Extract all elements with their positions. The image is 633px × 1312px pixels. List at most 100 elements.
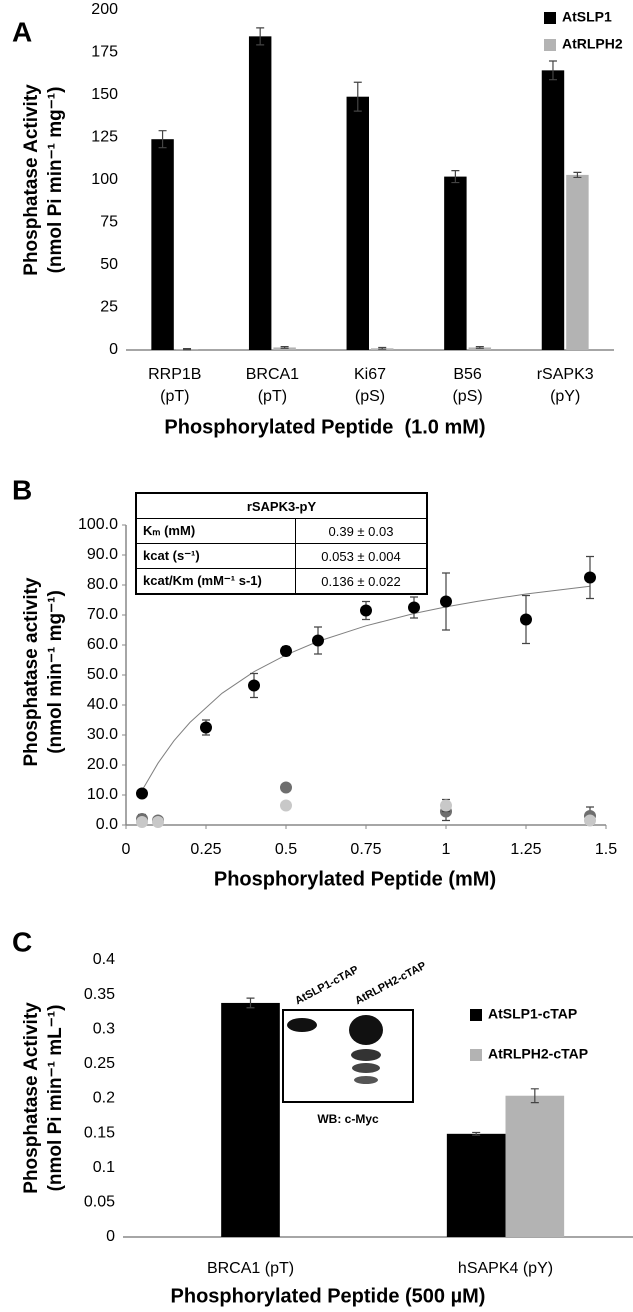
legend-label: AtRLPH2-cTAP	[488, 1046, 588, 1062]
table-cell: 0.136 ± 0.022	[295, 568, 428, 595]
y-tick-label: 0.05	[84, 1194, 115, 1211]
y-tick-label: 150	[91, 86, 118, 103]
error-bar	[256, 27, 265, 46]
table-cell: 0.39 ± 0.03	[295, 518, 428, 544]
x-tick-label: 0.5	[275, 841, 297, 858]
x-tick-label: B56 (pS)	[452, 366, 483, 405]
blot-band	[287, 1018, 317, 1032]
x-axis-label: Phosphorylated Peptide (mM)	[214, 868, 496, 890]
y-tick-label: 40.0	[87, 696, 118, 713]
y-tick-label: 30.0	[87, 726, 118, 743]
point	[440, 799, 452, 812]
table-cell: kcat/Km (mM⁻¹ s-1)	[135, 568, 296, 595]
legend-swatch	[470, 1049, 482, 1061]
x-tick-label: Ki67 (pS)	[353, 366, 387, 405]
y-tick-label: 125	[91, 129, 118, 146]
y-tick-label: 0.35	[84, 986, 115, 1003]
lane-label: AtSLP1-cTAP	[293, 964, 361, 1008]
y-tick-label: 25	[100, 299, 118, 316]
bar	[541, 70, 565, 350]
fit-line	[141, 585, 591, 791]
blot-caption: WB: c-Myc	[317, 1112, 379, 1126]
y-tick-label: 0	[106, 1228, 115, 1245]
x-axis-label: Phosphorylated Peptide (500 µM)	[171, 1285, 486, 1307]
table-cell: Kₘ (mM)	[135, 518, 296, 544]
x-axis-label: Phosphorylated Peptide (1.0 mM)	[164, 416, 485, 438]
bar	[444, 176, 467, 350]
parameter-table: rSAPK3-pY Kₘ (mM) 0.39 ± 0.03 kcat (s⁻¹) 0.0…	[135, 492, 428, 595]
x-tick-label: 1.25	[510, 841, 541, 858]
point	[280, 799, 292, 812]
legend-label: AtRLPH2	[562, 36, 623, 52]
y-tick-label: 75	[100, 214, 118, 231]
y-tick-label: 10.0	[87, 786, 118, 803]
bar	[151, 139, 174, 350]
point	[440, 595, 452, 608]
error-bar	[183, 348, 192, 351]
legend-swatch	[544, 39, 556, 51]
error-bar	[530, 1088, 539, 1104]
y-axis-label: Phosphatase activity (nmol min⁻¹ mg⁻¹)	[21, 577, 66, 767]
point	[152, 816, 164, 828]
y-tick-label: 70.0	[87, 606, 118, 623]
marker-label: 66	[266, 1015, 280, 1029]
panel-label: C	[12, 926, 32, 957]
x-tick-label: BRCA1 (pT)	[206, 1260, 295, 1277]
point	[584, 571, 596, 584]
y-tick-label: 90.0	[87, 546, 118, 563]
y-axis-label: Phosphatase Activity (nmol Pi min⁻¹ mg⁻¹…	[21, 84, 66, 276]
y-tick-label: 0	[109, 341, 118, 358]
point	[136, 816, 148, 828]
point	[280, 645, 292, 657]
point	[248, 679, 260, 692]
point	[584, 814, 596, 827]
y-tick-label: 0.2	[93, 1090, 115, 1107]
error-bar	[378, 346, 387, 350]
error-bar	[451, 170, 460, 184]
point	[200, 721, 212, 734]
y-tick-label: 0.0	[96, 816, 118, 833]
point	[520, 613, 532, 626]
bar	[505, 1095, 565, 1237]
x-tick-label: hSAPK4 (pY)	[457, 1260, 554, 1277]
bar	[221, 1002, 280, 1237]
table-cell: 0.053 ± 0.004	[295, 543, 428, 569]
y-axis-label: Phosphatase Activity (nmol Pi min⁻¹ mL⁻¹…	[21, 1002, 66, 1194]
error-bar	[573, 171, 582, 179]
y-tick-label: 60.0	[87, 636, 118, 653]
error-bar	[472, 1131, 481, 1136]
x-tick-label: 1.5	[595, 841, 617, 858]
point	[136, 787, 148, 800]
bar	[248, 36, 272, 350]
y-tick-label: 175	[91, 44, 118, 61]
y-tick-label: 100.0	[78, 516, 118, 533]
x-tick-label: 0	[122, 841, 131, 858]
bar	[346, 96, 369, 350]
y-tick-label: 0.3	[93, 1020, 115, 1037]
point	[408, 601, 420, 614]
marker-label: 45	[266, 1065, 280, 1079]
legend-swatch	[544, 12, 556, 24]
y-tick-label: 80.0	[87, 576, 118, 593]
error-bar	[280, 346, 289, 349]
y-tick-label: 0.4	[93, 951, 115, 968]
x-tick-label: BRCA1 (pT)	[245, 366, 300, 405]
point	[280, 781, 292, 794]
table-cell: kcat (s⁻¹)	[135, 543, 296, 569]
lane-label: AtRLPH2-cTAP	[353, 960, 428, 1008]
y-tick-label: 100	[91, 171, 118, 188]
y-tick-label: 0.25	[84, 1055, 115, 1072]
x-tick-label: RRP1B (pT)	[148, 366, 202, 405]
y-tick-label: 50	[100, 256, 118, 273]
panel-label: A	[12, 16, 32, 47]
error-bar	[475, 346, 484, 349]
point	[312, 634, 324, 647]
error-bar	[246, 997, 255, 1009]
panel-label: B	[12, 474, 32, 505]
bar	[446, 1133, 506, 1237]
legend-label: AtSLP1	[562, 9, 612, 25]
blot-band	[351, 1049, 381, 1061]
